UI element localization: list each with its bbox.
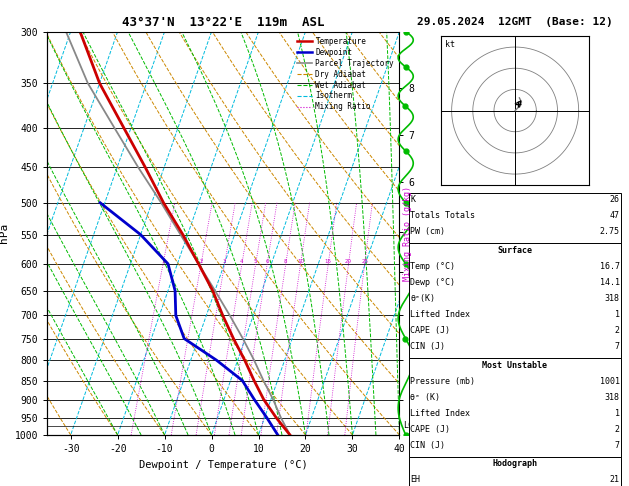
Text: 20: 20 <box>345 259 352 264</box>
Text: CAPE (J): CAPE (J) <box>410 425 450 434</box>
X-axis label: Dewpoint / Temperature (°C): Dewpoint / Temperature (°C) <box>139 460 308 469</box>
Text: CIN (J): CIN (J) <box>410 441 445 450</box>
Text: 7: 7 <box>615 441 620 450</box>
Text: Temp (°C): Temp (°C) <box>410 262 455 271</box>
Text: 4: 4 <box>240 259 243 264</box>
Text: θᵉ (K): θᵉ (K) <box>410 393 440 402</box>
Text: 8: 8 <box>284 259 287 264</box>
Y-axis label: hPa: hPa <box>0 223 9 243</box>
Text: Pressure (mb): Pressure (mb) <box>410 377 475 386</box>
Text: Lifted Index: Lifted Index <box>410 409 470 418</box>
Text: LCL: LCL <box>403 421 418 430</box>
Text: Mixing Ratio (g/kg): Mixing Ratio (g/kg) <box>403 186 411 281</box>
Text: CIN (J): CIN (J) <box>410 342 445 351</box>
Text: EH: EH <box>410 475 420 485</box>
Text: 7: 7 <box>615 342 620 351</box>
Text: 25: 25 <box>361 259 368 264</box>
Text: 2: 2 <box>615 425 620 434</box>
Text: 26: 26 <box>610 195 620 205</box>
Text: Hodograph: Hodograph <box>493 459 537 469</box>
Text: 21: 21 <box>610 475 620 485</box>
Text: CAPE (J): CAPE (J) <box>410 326 450 335</box>
Text: Lifted Index: Lifted Index <box>410 310 470 319</box>
Text: Dewp (°C): Dewp (°C) <box>410 278 455 287</box>
Text: 5: 5 <box>254 259 257 264</box>
Text: 1001: 1001 <box>599 377 620 386</box>
Text: Surface: Surface <box>498 246 532 255</box>
Text: 6: 6 <box>265 259 269 264</box>
Text: 3: 3 <box>223 259 226 264</box>
Text: Most Unstable: Most Unstable <box>482 361 547 370</box>
Text: 10: 10 <box>297 259 304 264</box>
Text: θᵉ(K): θᵉ(K) <box>410 294 435 303</box>
Text: 1: 1 <box>615 409 620 418</box>
Text: 2.75: 2.75 <box>599 227 620 237</box>
Legend: Temperature, Dewpoint, Parcel Trajectory, Dry Adiabat, Wet Adiabat, Isotherm, Mi: Temperature, Dewpoint, Parcel Trajectory… <box>296 35 396 113</box>
Text: K: K <box>410 195 415 205</box>
Text: 16.7: 16.7 <box>599 262 620 271</box>
Text: 15: 15 <box>325 259 331 264</box>
Text: 318: 318 <box>604 393 620 402</box>
Text: 2: 2 <box>615 326 620 335</box>
Text: kt: kt <box>445 40 455 49</box>
Text: 2: 2 <box>199 259 203 264</box>
Text: PW (cm): PW (cm) <box>410 227 445 237</box>
Text: 318: 318 <box>604 294 620 303</box>
Text: 29.05.2024  12GMT  (Base: 12): 29.05.2024 12GMT (Base: 12) <box>417 17 613 27</box>
Text: Totals Totals: Totals Totals <box>410 211 475 221</box>
Text: 1: 1 <box>161 259 165 264</box>
Y-axis label: km
ASL: km ASL <box>417 225 438 242</box>
Text: 1: 1 <box>615 310 620 319</box>
Title: 43°37'N  13°22'E  119m  ASL: 43°37'N 13°22'E 119m ASL <box>122 16 325 29</box>
Text: 47: 47 <box>610 211 620 221</box>
Text: 14.1: 14.1 <box>599 278 620 287</box>
